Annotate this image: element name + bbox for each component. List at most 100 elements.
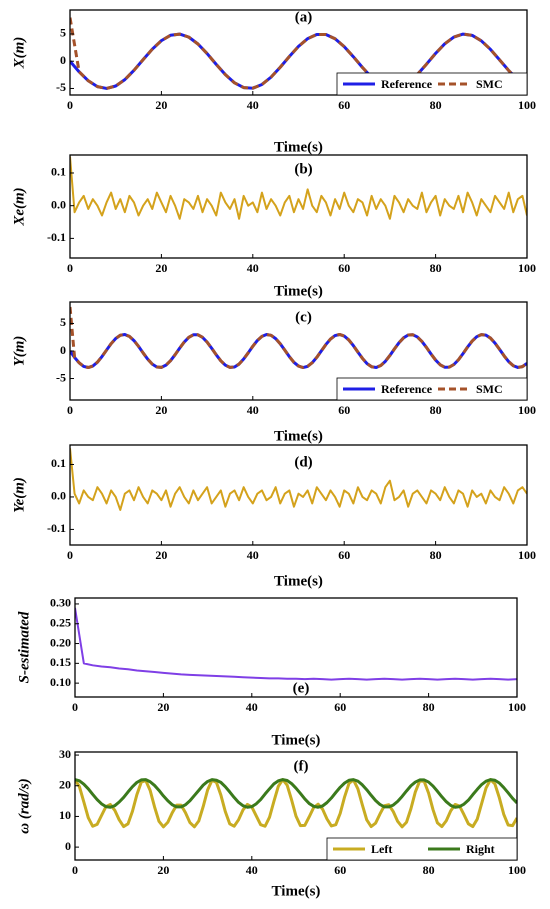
x-tick-label: 40 [247,98,259,112]
y-tick-label: 0.30 [50,596,71,610]
y-axis-title: X(m) [11,37,27,70]
legend-box [336,72,528,96]
x-tick-label: 80 [430,98,442,112]
x-axis-title: Time(s) [274,573,323,589]
y-tick-label: -0.1 [47,521,66,535]
y-tick-label: -0.1 [47,230,66,244]
x-tick-label: 100 [508,863,526,877]
panel: 0 20 40 60 80 100 -0.1 0.0 0.1 (b) Time(s) Xe(m) [11,154,536,299]
y-axis-title: S-estimated [16,611,32,683]
x-tick-label: 0 [72,700,78,714]
data-line [75,778,517,829]
data-line [70,156,527,220]
x-tick-label: 40 [246,863,258,877]
panel-title: (e) [293,680,310,696]
y-tick-label: 5 [60,26,66,40]
data-line [75,778,517,809]
legend: Reference SMC [336,72,528,96]
data-line [70,306,527,370]
legend-label: Reference [381,382,433,396]
panel-title: (a) [295,9,313,25]
data-line [70,332,527,370]
x-tick-label: 60 [338,403,350,417]
x-tick-label: 0 [67,403,73,417]
legend-label: Left [371,842,392,856]
x-tick-label: 20 [157,863,169,877]
y-tick-label: 30 [59,747,71,761]
legend: Left Right [326,837,518,861]
x-tick-label: 20 [155,403,167,417]
legend: Reference SMC [336,377,528,401]
x-tick-label: 40 [246,700,258,714]
x-tick-label: 80 [430,261,442,275]
x-tick-label: 100 [508,700,526,714]
y-tick-label: 10 [59,808,71,822]
x-axis-title: Time(s) [274,139,323,155]
x-tick-label: 20 [155,98,167,112]
x-tick-label: 0 [67,261,73,275]
x-tick-label: 0 [67,548,73,562]
x-tick-label: 60 [338,98,350,112]
x-tick-label: 80 [423,700,435,714]
legend-label: Right [466,842,495,856]
y-axis-title: Y(m) [11,336,27,367]
x-axis-title: Time(s) [274,428,323,444]
plot-frame [69,444,528,546]
legend-box [336,377,528,401]
y-tick-label: 0 [60,53,66,67]
y-axis-title: Ye(m) [11,477,27,513]
plot-frame [74,597,518,698]
y-tick-label: 0.20 [50,635,71,649]
x-tick-label: 20 [155,548,167,562]
x-tick-label: 80 [430,403,442,417]
panel: 0 20 40 60 80 100 0 10 20 30 (f) Time(s) ω (rad/s) Le… [16,747,526,900]
panel-title: (b) [294,161,312,177]
x-tick-label: 60 [338,261,350,275]
y-tick-label: -5 [56,370,66,384]
y-axis-title: Xe(m) [11,187,27,226]
plot-frame [69,154,528,259]
data-line [75,607,517,681]
y-tick-label: 5 [60,315,66,329]
y-tick-label: 0.0 [51,197,66,211]
x-tick-label: 40 [247,261,259,275]
y-tick-label: 0.25 [50,615,71,629]
panel: 0 20 40 60 80 100 -0.1 0.0 0.1 (d) Time(s) Ye(m) [11,444,536,589]
x-tick-label: 20 [157,700,169,714]
y-tick-label: 0 [60,343,66,357]
plot-frame [69,9,528,96]
x-tick-label: 60 [334,863,346,877]
legend-box [326,837,518,861]
data-line [70,448,527,511]
x-tick-label: 80 [423,863,435,877]
x-tick-label: 100 [518,548,536,562]
legend-label: SMC [476,77,503,91]
legend-label: SMC [476,382,503,396]
x-axis-title: Time(s) [274,283,323,299]
x-tick-label: 100 [518,403,536,417]
y-tick-label: 0.1 [51,456,66,470]
x-tick-label: 60 [338,548,350,562]
panel: 0 20 40 60 80 100 -5 0 5 (c) Time(s) Y(m) Reference S… [11,301,536,444]
x-tick-label: 40 [247,548,259,562]
y-tick-label: 20 [59,778,71,792]
data-line [70,32,527,90]
x-tick-label: 100 [518,261,536,275]
panel-title: (c) [295,309,312,325]
y-tick-label: 0.15 [50,655,71,669]
x-tick-label: 0 [72,863,78,877]
x-tick-label: 100 [518,98,536,112]
y-tick-label: 0.0 [51,489,66,503]
x-axis-title: Time(s) [272,883,321,899]
panel-title: (f) [294,758,309,774]
legend-label: Reference [381,77,433,91]
panel-title: (d) [294,454,312,470]
plot-frame [74,751,518,861]
y-tick-label: 0.1 [51,165,66,179]
x-tick-label: 80 [430,548,442,562]
panel: 0 20 40 60 80 100-505(a)Time(s)X(m)Reference S… [11,9,536,155]
y-tick-label: 0 [65,839,71,853]
x-axis-title: Time(s) [272,732,321,748]
y-axis-title: ω (rad/s) [16,778,32,833]
